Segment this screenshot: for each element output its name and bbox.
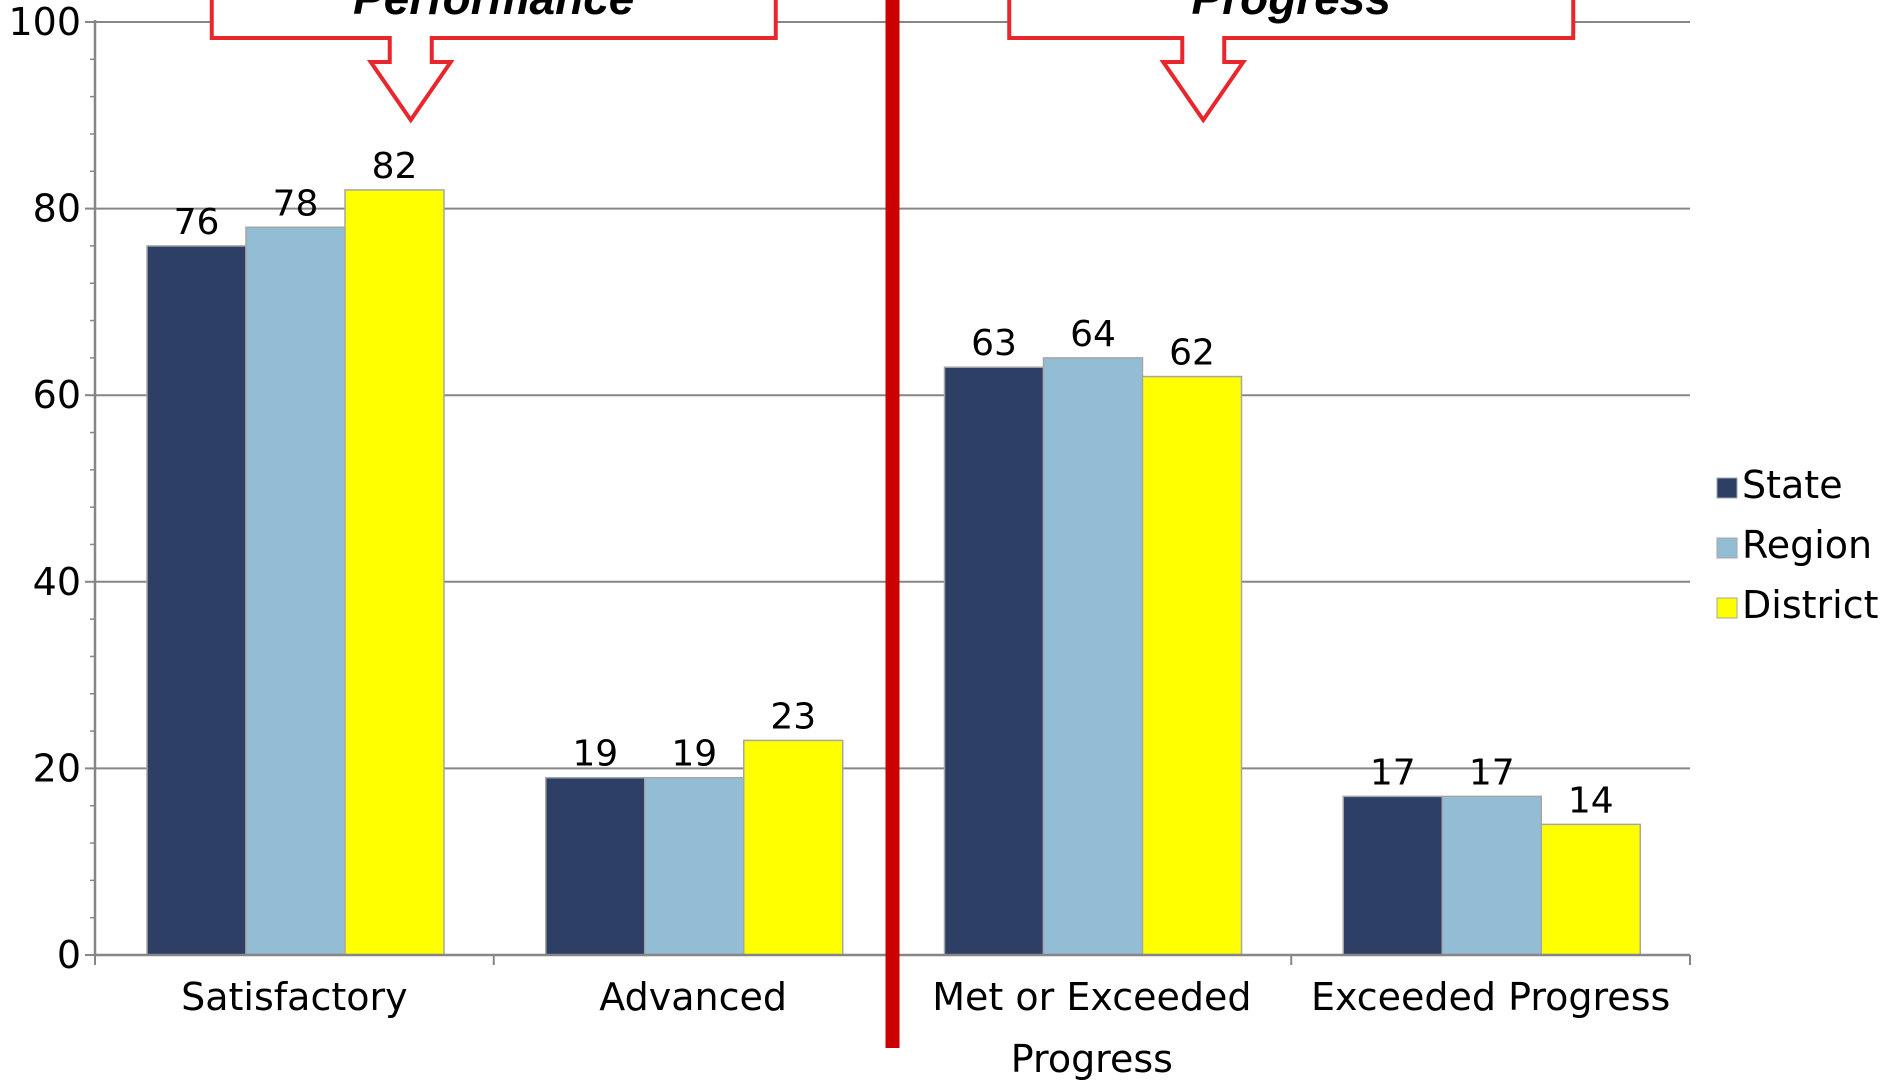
data-label: 62: [1169, 333, 1215, 374]
y-tick-label: 20: [33, 746, 81, 790]
axis-layer: 0 20 40 60 80 100: [8, 0, 1691, 977]
data-label: 82: [372, 146, 418, 187]
bar-state-3: [1342, 795, 1443, 956]
legend-layer: State Region District: [1716, 463, 1879, 627]
bars-layer: [146, 189, 1641, 956]
bar-district-2: [1141, 375, 1243, 956]
bar-region-1: [644, 776, 745, 956]
data-label: 78: [273, 183, 319, 224]
callout-box: [1007, 0, 1576, 124]
data-label: 23: [770, 696, 816, 737]
data-label: 63: [971, 323, 1017, 364]
labels-layer: 76 78 82 Satisfactory 19 19 23 Advanced 63 64 62 Me…: [174, 146, 1671, 1081]
y-tick-label: 40: [33, 560, 81, 604]
bar-state-0: [146, 245, 247, 956]
data-label: 14: [1568, 780, 1614, 821]
y-tick-label: 60: [33, 373, 81, 417]
bar-region-2: [1042, 357, 1144, 956]
legend-swatch: [1716, 597, 1738, 619]
bar-district-3: [1540, 823, 1641, 956]
x-category-label: Satisfactory: [181, 975, 407, 1019]
callout-box: [209, 0, 778, 124]
callout-label: Progress: [1192, 0, 1391, 24]
data-label: 17: [1370, 752, 1416, 793]
data-label: 17: [1469, 752, 1515, 793]
callout-layer: Performance Progress: [209, 0, 1576, 124]
y-tick-label: 100: [8, 0, 81, 44]
legend-swatch: [1716, 477, 1738, 499]
bar-state-2: [943, 366, 1045, 956]
callout-label: Performance: [353, 0, 634, 24]
data-label: 19: [572, 734, 618, 775]
x-category-label: Progress: [1011, 1037, 1173, 1081]
y-tick-label: 80: [33, 187, 81, 231]
data-label: 19: [671, 734, 717, 775]
legend-swatch: [1716, 537, 1738, 559]
x-category-label: Advanced: [599, 975, 787, 1019]
x-category-label: Met or Exceeded: [932, 975, 1251, 1019]
bar-district-0: [344, 189, 445, 956]
x-category-label: Exceeded Progress: [1311, 975, 1670, 1019]
bar-state-1: [545, 776, 646, 956]
legend-label: Region: [1742, 523, 1872, 567]
data-label: 64: [1070, 314, 1116, 355]
bar-region-3: [1441, 795, 1542, 956]
bar-district-1: [743, 739, 844, 956]
y-tick-label: 0: [57, 933, 81, 977]
legend-label: State: [1742, 463, 1843, 507]
data-label: 76: [174, 202, 220, 243]
bar-region-0: [245, 226, 346, 956]
legend-label: District: [1742, 583, 1879, 627]
